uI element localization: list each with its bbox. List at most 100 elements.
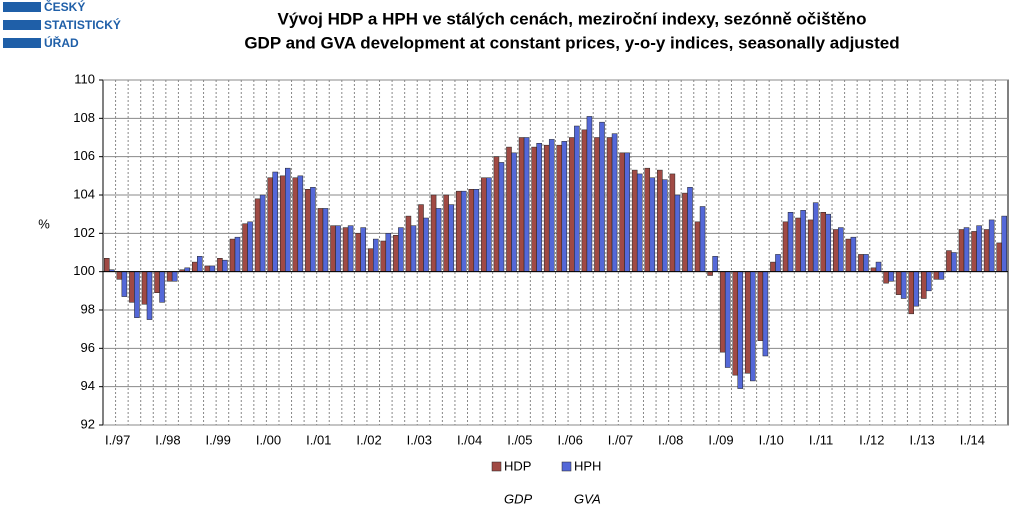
bar: [297, 175, 304, 272]
bar: [209, 265, 216, 272]
bar: [850, 236, 857, 272]
bar: [430, 194, 437, 272]
bar: [393, 235, 399, 272]
bar: [750, 271, 756, 382]
bar: [782, 221, 789, 272]
x-tick-label: I./01: [306, 432, 331, 447]
bar: [234, 236, 241, 272]
bar: [556, 144, 563, 272]
bar: [996, 242, 1002, 272]
bar: [335, 225, 341, 272]
bar: [486, 177, 492, 272]
legend-label: HDP: [504, 458, 531, 473]
y-tick-label: 92: [81, 416, 95, 431]
bar: [644, 167, 651, 272]
legend-translation: GVA: [574, 491, 601, 506]
legend-swatch: [491, 461, 502, 472]
bar: [347, 225, 354, 272]
bar: [581, 129, 588, 272]
bar: [468, 189, 475, 272]
logo-text: ČESKÝ: [44, 0, 85, 14]
bar: [569, 137, 575, 272]
bar: [398, 227, 404, 272]
bar: [473, 189, 480, 272]
bar: [254, 198, 261, 272]
y-tick-label: 108: [73, 110, 95, 125]
bar: [762, 271, 769, 357]
bar: [812, 202, 819, 272]
bar: [900, 271, 907, 299]
x-tick-label: I./06: [558, 432, 583, 447]
bar: [687, 187, 693, 272]
bar: [166, 271, 173, 282]
bar: [807, 219, 814, 272]
bar: [933, 271, 940, 280]
y-tick-label: 94: [81, 378, 95, 393]
bar: [116, 271, 123, 280]
x-tick-label: I./14: [960, 432, 985, 447]
bar: [825, 213, 832, 272]
bar: [606, 137, 613, 272]
bar: [908, 271, 914, 315]
x-tick-label: I./09: [708, 432, 733, 447]
logo-text: ÚŘAD: [44, 35, 79, 50]
bar: [292, 177, 299, 272]
bar: [599, 121, 605, 272]
x-tick-label: I./08: [658, 432, 683, 447]
bar: [372, 238, 379, 272]
bar: [971, 231, 977, 272]
bar: [938, 271, 945, 280]
bar: [707, 271, 713, 276]
bar: [410, 225, 417, 272]
bar: [775, 254, 781, 272]
bar: [682, 192, 688, 272]
bar: [191, 261, 198, 272]
bar: [279, 175, 286, 272]
bar: [159, 271, 165, 303]
x-tick-label: I./02: [356, 432, 381, 447]
bar: [310, 187, 316, 272]
bar: [460, 190, 467, 272]
bar: [134, 271, 140, 318]
bar: [129, 271, 135, 303]
bar: [285, 167, 291, 272]
bar: [305, 189, 311, 272]
bar: [958, 229, 965, 272]
y-tick-label: 96: [81, 340, 95, 355]
bar: [1001, 215, 1007, 272]
bar: [435, 208, 442, 272]
bar: [171, 271, 178, 282]
legend-translation: GDP: [504, 491, 533, 506]
bar: [800, 210, 806, 272]
bar: [146, 271, 153, 320]
bar: [229, 238, 236, 272]
bar: [838, 227, 844, 272]
x-tick-label: I./04: [457, 432, 482, 447]
x-tick-label: I./13: [909, 432, 934, 447]
logo-bar: [3, 2, 41, 12]
bar: [498, 162, 505, 272]
bar: [493, 156, 500, 272]
bar: [946, 250, 952, 272]
x-tick-label: I./97: [105, 432, 130, 447]
bar: [921, 271, 927, 299]
bar: [926, 271, 932, 292]
bar: [385, 233, 392, 272]
x-tick-label: I./98: [155, 432, 180, 447]
bar: [586, 116, 593, 272]
bar: [737, 271, 744, 389]
bar: [455, 190, 462, 272]
y-tick-label: 100: [73, 263, 95, 278]
x-tick-label: I./07: [608, 432, 633, 447]
x-tick-label: I./99: [206, 432, 231, 447]
bar: [649, 177, 656, 272]
x-tick-label: I./10: [759, 432, 784, 447]
bar: [217, 258, 223, 272]
bar: [360, 227, 366, 272]
bar: [699, 206, 706, 272]
bar: [883, 271, 889, 284]
y-tick-label: 98: [81, 301, 95, 316]
bar: [272, 171, 278, 272]
bar: [662, 179, 668, 272]
